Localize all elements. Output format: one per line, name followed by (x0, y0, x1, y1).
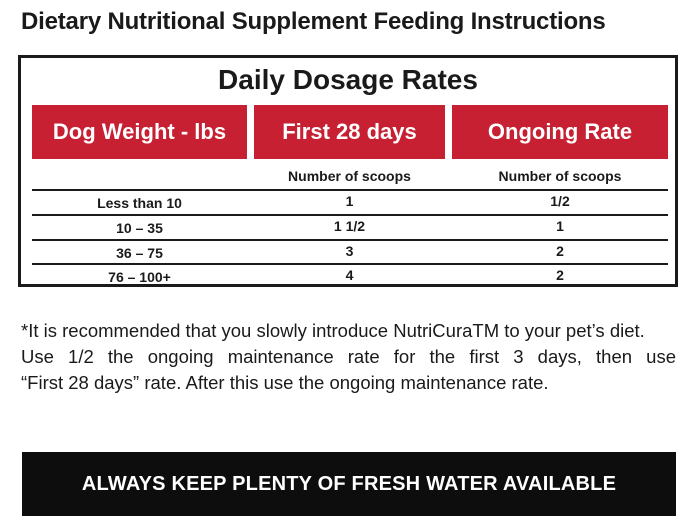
table-title: Daily Dosage Rates (218, 64, 478, 95)
row-1-weight: Less than 10 (97, 195, 182, 211)
row-divider (32, 239, 668, 241)
row-3-weight: 36 – 75 (116, 245, 163, 261)
row-divider (32, 214, 668, 216)
row-4-weight: 76 – 100+ (108, 269, 171, 285)
row-3-ongoing: 2 (556, 243, 564, 259)
row-divider (32, 263, 668, 265)
row-1-ongoing: 1/2 (550, 193, 570, 209)
row-2-weight: 10 – 35 (116, 220, 163, 236)
row-2-ongoing: 1 (556, 218, 564, 234)
water-banner: ALWAYS KEEP PLENTY OF FRESH WATER AVAILA… (22, 452, 676, 516)
subheader-ongoing-rate: Number of scoops (498, 168, 622, 184)
row-divider (32, 189, 668, 191)
row-1-first-28: 1 (345, 193, 354, 209)
subheader-first-28-days: Number of scoops (288, 168, 411, 184)
page-title: Dietary Nutritional Supplement Feeding I… (21, 8, 606, 35)
note-line-2: Use 1/2 the ongoing maintenance rate for… (21, 346, 676, 367)
instructions-note: *It is recommended that you slowly intro… (21, 318, 676, 396)
row-2-first-28: 1 1/2 (333, 218, 366, 234)
note-line-3: “First 28 days” rate. After this use the… (21, 372, 549, 393)
header-dog-weight: Dog Weight - lbs (32, 105, 247, 159)
row-4-first-28: 4 (345, 267, 354, 283)
dosage-table: Daily Dosage Rates Dog Weight - lbs Firs… (18, 55, 678, 287)
header-first-28-days: First 28 days (254, 105, 445, 159)
row-3-first-28: 3 (345, 243, 354, 259)
row-4-ongoing: 2 (556, 267, 564, 283)
header-ongoing-rate: Ongoing Rate (452, 105, 668, 159)
note-line-1: *It is recommended that you slowly intro… (21, 320, 645, 341)
